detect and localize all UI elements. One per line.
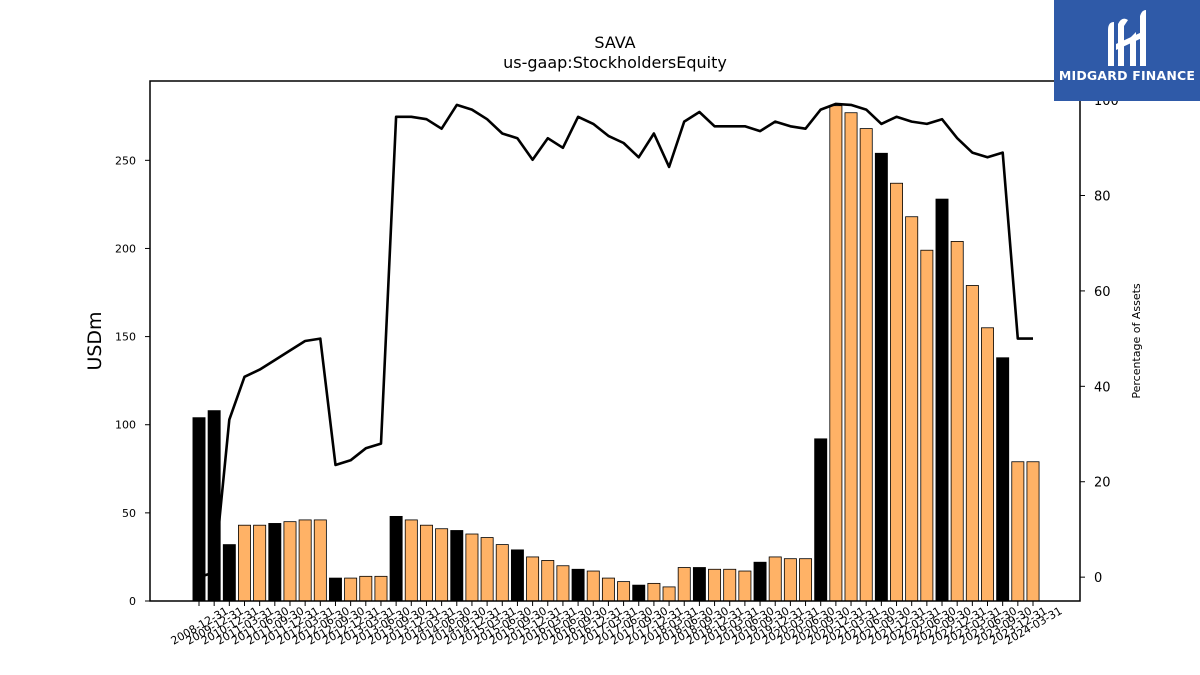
- bar: [844, 112, 858, 602]
- bar: [495, 544, 509, 602]
- bar: [753, 561, 767, 602]
- y-tick-label: 0: [129, 595, 136, 608]
- bar: [192, 417, 206, 602]
- bar: [662, 586, 676, 602]
- bar: [647, 582, 661, 602]
- y2-tick-label: 60: [1094, 285, 1111, 300]
- bar: [692, 567, 706, 602]
- bar: [950, 241, 964, 602]
- bar: [450, 530, 464, 602]
- bar: [1011, 461, 1025, 602]
- bar: [359, 575, 373, 602]
- bar: [738, 570, 752, 602]
- bar: [510, 549, 524, 602]
- bar: [268, 523, 282, 602]
- midgard-finance-logo: MIDGARD FINANCE: [1054, 0, 1200, 101]
- bar: [419, 524, 433, 602]
- bar: [344, 577, 358, 602]
- y2-tick-label: 40: [1094, 380, 1111, 395]
- bar: [389, 515, 403, 602]
- y-tick-label: 150: [115, 331, 136, 344]
- bar: [526, 556, 540, 602]
- bar: [283, 521, 297, 602]
- bar: [404, 519, 418, 602]
- bar: [253, 524, 267, 602]
- bar: [329, 577, 342, 602]
- bar: [829, 105, 843, 602]
- plot-area: 0501001502002500204060801002008-12-31200…: [115, 80, 1119, 648]
- bar: [617, 581, 631, 602]
- bar: [708, 568, 722, 602]
- y2-tick-label: 20: [1094, 476, 1111, 491]
- bar: [435, 528, 449, 602]
- y2-tick-label: 0: [1094, 571, 1102, 586]
- logo-mark-icon: [1108, 10, 1146, 67]
- bar: [1026, 461, 1040, 602]
- bar: [632, 584, 646, 602]
- bar: [374, 575, 388, 602]
- bar: [556, 565, 570, 602]
- bar: [890, 182, 903, 602]
- bar: [601, 577, 615, 602]
- plot-frame: [149, 80, 1081, 602]
- bar: [677, 567, 691, 602]
- bar: [480, 537, 494, 602]
- y-tick-label: 200: [115, 242, 136, 255]
- chart-title: SAVA: [594, 33, 635, 52]
- bar: [541, 560, 555, 602]
- bar: [814, 438, 828, 602]
- bar: [783, 558, 797, 602]
- logo-text: MIDGARD FINANCE: [1058, 68, 1196, 83]
- bar: [571, 568, 585, 602]
- bar: [859, 128, 873, 602]
- bar: [768, 556, 782, 602]
- bar: [238, 524, 251, 602]
- y-tick-label: 100: [115, 419, 136, 432]
- bar: [905, 216, 919, 602]
- bar: [313, 519, 327, 602]
- bar: [920, 249, 934, 602]
- bar: [799, 558, 813, 602]
- bar: [935, 198, 949, 602]
- y-tick-label: 50: [122, 507, 136, 520]
- bar: [996, 357, 1010, 602]
- chart-subtitle: us-gaap:StockholdersEquity: [503, 53, 727, 72]
- bar: [723, 568, 737, 602]
- bar: [222, 544, 236, 602]
- bar: [298, 519, 312, 602]
- y2-axis-label: Percentage of Assets: [1130, 283, 1143, 399]
- percentage-line: [198, 102, 1033, 579]
- y2-tick-label: 80: [1094, 189, 1111, 204]
- y-axis-label: USDm: [84, 311, 106, 370]
- bar: [965, 285, 979, 602]
- y-tick-label: 250: [115, 154, 136, 167]
- bar: [586, 570, 600, 602]
- bar: [874, 152, 888, 602]
- bar: [465, 533, 479, 602]
- bar: [981, 327, 994, 602]
